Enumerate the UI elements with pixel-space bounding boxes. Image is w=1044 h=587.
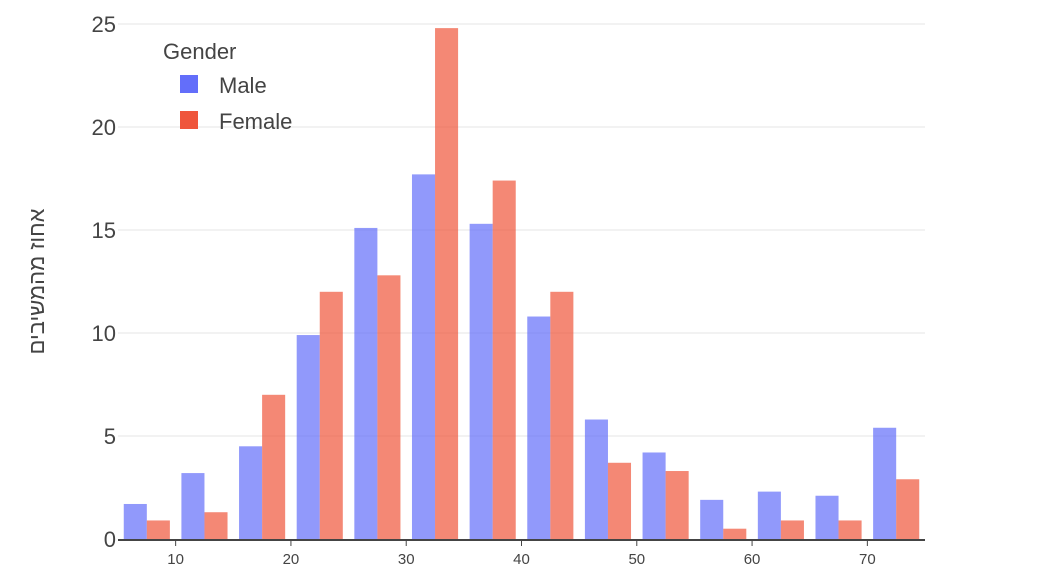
x-tick-label: 40 [513,551,530,568]
bar-female-8[interactable] [607,462,632,539]
bar-female-7[interactable] [550,291,574,539]
grid-lines [118,23,925,437]
legend-swatch-female [180,111,198,129]
bar-female-13[interactable] [896,479,920,539]
legend-title: Gender [163,39,236,64]
legend-items: Male Female [180,73,292,134]
x-tick-label: 70 [859,551,876,568]
x-tick-labels: 10 20 30 40 50 60 70 [167,540,876,568]
bar-male-8[interactable] [584,419,608,539]
bar-male-7[interactable] [527,316,551,539]
x-tick-label: 10 [167,551,184,568]
bar-male-6[interactable] [469,223,493,539]
y-tick-label: 5 [104,424,116,449]
bar-female-6[interactable] [492,180,516,539]
x-tick-label: 50 [628,551,645,568]
bar-male-3[interactable] [296,335,320,539]
y-tick-label: 0 [104,527,116,552]
bar-female-5[interactable] [435,28,459,540]
bar-male-4[interactable] [354,227,378,539]
legend-swatch-male [180,75,198,93]
bar-male-11[interactable] [757,491,781,539]
bar-male-2[interactable] [239,446,263,539]
bar-male-0[interactable] [123,503,147,539]
bar-female-4[interactable] [377,275,401,539]
bar-male-9[interactable] [642,452,666,539]
bar-male-10[interactable] [700,499,724,539]
bar-female-2[interactable] [262,394,286,539]
bar-female-12[interactable] [838,520,862,539]
legend-label-male: Male [219,73,267,98]
bar-male-12[interactable] [815,495,839,539]
bar-female-10[interactable] [723,528,747,539]
x-tick-label: 30 [398,551,415,568]
legend[interactable]: Gender Male Female [163,39,292,134]
y-tick-labels: 0 5 10 15 20 25 [92,12,116,552]
y-axis-label: אחוז מהמשיבים [24,208,49,354]
x-tick-label: 60 [744,551,761,568]
bar-female-9[interactable] [665,471,689,539]
x-tick-label: 20 [283,551,300,568]
bar-female-11[interactable] [780,520,804,539]
bar-male-5[interactable] [411,174,436,539]
legend-label-female: Female [219,109,292,134]
bar-female-3[interactable] [319,291,343,539]
y-tick-label: 25 [92,12,116,37]
y-tick-label: 15 [92,218,116,243]
bars [123,28,920,540]
y-tick-label: 10 [92,321,116,346]
bar-female-0[interactable] [146,520,170,539]
y-tick-label: 20 [92,115,116,140]
bar-male-1[interactable] [181,473,205,539]
bar-female-1[interactable] [204,512,228,539]
bar-male-13[interactable] [873,427,897,539]
